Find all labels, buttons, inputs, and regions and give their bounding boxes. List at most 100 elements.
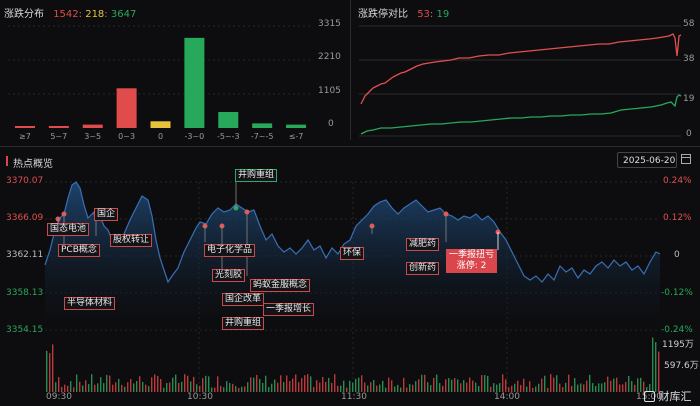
volume-bar xyxy=(502,374,504,392)
dist-bar-label: -7~-5 xyxy=(251,132,274,141)
dist-bar-label: 3~5 xyxy=(84,132,101,141)
volume-bar xyxy=(346,387,348,392)
volume-bar xyxy=(271,383,273,392)
volume-bar xyxy=(154,374,156,392)
volume-bar xyxy=(124,386,126,392)
dist-ytick: 2210 xyxy=(318,52,341,62)
hot-tag[interactable]: 井购重组 xyxy=(222,317,265,330)
dist-down-count: 3647 xyxy=(110,9,137,20)
calendar-icon[interactable] xyxy=(681,154,691,164)
volume-bar xyxy=(304,375,306,392)
hot-tag[interactable]: 国企 xyxy=(94,208,119,221)
volume-bar xyxy=(55,382,57,392)
date-picker[interactable]: 2025-06-20 xyxy=(617,152,677,168)
volume-bar xyxy=(358,377,360,392)
hot-tag[interactable]: 电子化学品 xyxy=(204,244,256,257)
volume-bar xyxy=(460,383,462,392)
volume-bar xyxy=(538,383,540,392)
volume-bar xyxy=(130,378,132,392)
volume-bar xyxy=(415,381,417,392)
volume-bar xyxy=(649,384,651,392)
dist-flat-count: 218 xyxy=(85,9,105,20)
hot-tag-highlight[interactable]: 一季报扭亏 涨停: 2 xyxy=(446,249,498,273)
volume-bar xyxy=(583,384,585,392)
volume-bar xyxy=(412,384,414,392)
volume-bar xyxy=(385,387,387,392)
volume-bar xyxy=(652,337,654,392)
volume-bar xyxy=(574,378,576,392)
volume-bar xyxy=(643,381,645,392)
volume-bar xyxy=(400,387,402,392)
volume-bar xyxy=(169,382,171,392)
volume-bar xyxy=(373,380,375,392)
dist-up-count: 1542 xyxy=(53,9,79,20)
volume-bar xyxy=(337,385,339,392)
dist-bar-label: 0 xyxy=(158,132,163,141)
volume-bar xyxy=(610,380,612,392)
volume-bar xyxy=(484,375,486,392)
volume-bar xyxy=(490,386,492,392)
volume-bar xyxy=(559,383,561,392)
volume-bar xyxy=(448,378,450,392)
dist-bar xyxy=(48,126,69,128)
volume-bar xyxy=(379,384,381,392)
volume-bar xyxy=(463,380,465,392)
volume-bar xyxy=(517,380,519,392)
time-tick: 09:30 xyxy=(46,392,72,402)
volume-bar xyxy=(64,384,66,392)
hot-tag[interactable]: 光刻胶 xyxy=(212,269,246,282)
volume-bar xyxy=(100,377,102,392)
volume-bar xyxy=(292,378,294,392)
distribution-chart: ≥7 5~7 3~5 0~3 0 -3~0 -5~-3 -7~-5 ≤-7 xyxy=(8,25,313,141)
volume-bar xyxy=(235,386,237,392)
volume-bar xyxy=(595,385,597,392)
volume-bar xyxy=(469,377,471,392)
hot-tag[interactable]: 创新药 xyxy=(406,262,440,275)
volume-bar xyxy=(388,377,390,392)
volume-bar xyxy=(115,382,117,392)
volume-bar xyxy=(622,384,624,392)
volume-bar xyxy=(628,375,630,392)
volume-bar xyxy=(481,375,483,392)
volume-bar xyxy=(355,378,357,392)
hot-tag[interactable]: 国态电池 xyxy=(47,223,90,236)
volume-bar xyxy=(616,377,618,392)
dist-bar-label: 0~3 xyxy=(118,132,135,141)
hot-tag-label: 一季报扭亏 xyxy=(449,250,495,260)
volume-bar xyxy=(67,385,69,392)
volume-bar xyxy=(187,375,189,392)
hot-tag[interactable]: 环保 xyxy=(340,247,365,260)
volume-bar xyxy=(493,383,495,392)
volume-bar xyxy=(253,377,255,392)
dist-bar-label: -5~-3 xyxy=(217,132,240,141)
hot-tag[interactable]: 蚂蚁金服概念 xyxy=(250,279,311,292)
dist-bar xyxy=(82,124,103,128)
volume-bar xyxy=(133,383,135,392)
volume-bar xyxy=(313,386,315,392)
pct-tick: 0.12% xyxy=(663,213,692,223)
volume-bar xyxy=(625,381,627,392)
hot-tag[interactable]: 一季报增长 xyxy=(263,303,315,316)
volume-bar xyxy=(427,382,429,392)
hot-tag[interactable]: 半导体材料 xyxy=(64,297,116,310)
hot-tag[interactable]: 国企改革 xyxy=(222,293,265,306)
hot-tag[interactable]: 股权转让 xyxy=(110,234,153,247)
volume-bar xyxy=(310,376,312,392)
hot-tag-sub: 涨停: 2 xyxy=(456,261,487,271)
hot-tag[interactable]: 减肥药 xyxy=(406,238,440,251)
price-tick: 3358.13 xyxy=(6,288,44,298)
dist-ytick: 3315 xyxy=(318,19,341,29)
hot-tag[interactable]: 井购重组 xyxy=(235,169,278,182)
dist-bar xyxy=(150,121,171,128)
volume-bar xyxy=(634,384,636,392)
volume-bar xyxy=(442,385,444,392)
volume-bar xyxy=(274,379,276,392)
volume-bar xyxy=(475,382,477,392)
volume-bar xyxy=(283,382,285,392)
hot-tag[interactable]: PCB概念 xyxy=(58,244,100,257)
pct-tick: 0.24% xyxy=(663,176,692,186)
volume-bar xyxy=(397,384,399,392)
volume-bar xyxy=(550,374,552,392)
volume-bar xyxy=(457,379,459,392)
volume-bar xyxy=(58,377,60,392)
